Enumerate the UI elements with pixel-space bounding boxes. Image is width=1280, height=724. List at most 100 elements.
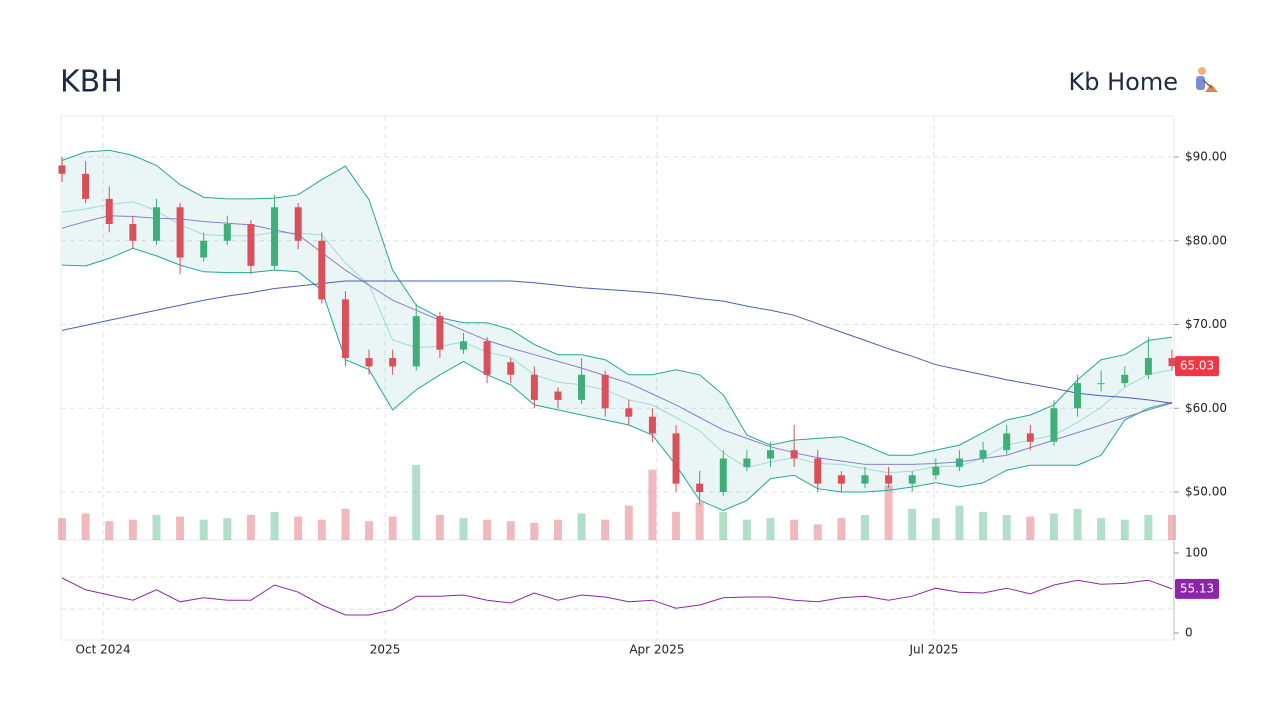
volume-bar bbox=[152, 515, 161, 540]
volume-bar bbox=[695, 502, 704, 540]
x-tick-label: Jul 2025 bbox=[909, 643, 959, 657]
candle-body bbox=[58, 165, 66, 174]
candle-body bbox=[790, 450, 798, 459]
candle-body bbox=[767, 450, 775, 459]
rsi-tag-label: 55.13 bbox=[1180, 581, 1214, 595]
candle-body bbox=[601, 374, 609, 409]
candle-body bbox=[1026, 433, 1034, 442]
candle-body bbox=[271, 207, 279, 266]
candle-body bbox=[885, 475, 893, 484]
worker-icon bbox=[1196, 67, 1218, 92]
rsi-tag bbox=[1175, 578, 1219, 599]
candle-body bbox=[223, 224, 231, 241]
volume-bar bbox=[979, 511, 988, 540]
volume-bar bbox=[270, 511, 279, 540]
volume-bar bbox=[766, 518, 775, 540]
volume-bar bbox=[223, 518, 232, 540]
volume-bar bbox=[294, 516, 303, 540]
candle-body bbox=[908, 475, 916, 484]
volume-bar bbox=[648, 469, 657, 540]
candle-body bbox=[200, 240, 208, 258]
candle-body bbox=[1097, 383, 1105, 385]
volume-bar bbox=[483, 519, 492, 540]
candle-body bbox=[530, 374, 538, 400]
candle-body bbox=[672, 433, 680, 484]
candle-body bbox=[105, 198, 113, 225]
volume-bar bbox=[1144, 515, 1153, 540]
candle-body bbox=[1144, 358, 1152, 375]
candle-body bbox=[814, 458, 822, 484]
candle-body bbox=[1050, 408, 1058, 442]
volume-bar bbox=[813, 524, 822, 540]
volume-bar bbox=[860, 515, 869, 540]
volume-bar bbox=[317, 519, 326, 540]
volume-bar bbox=[128, 519, 137, 540]
price-tag bbox=[1175, 356, 1219, 377]
bollinger-lower bbox=[61, 247, 1173, 511]
candle-body bbox=[837, 475, 845, 484]
candle-body bbox=[861, 475, 869, 484]
ticker-title: KBH bbox=[60, 65, 123, 100]
candle-body bbox=[436, 316, 444, 350]
plot-frame bbox=[60, 115, 1175, 641]
volume-bar bbox=[1168, 515, 1176, 540]
volume-bar bbox=[199, 519, 208, 540]
candle-body bbox=[294, 207, 302, 241]
volume-bar bbox=[955, 505, 964, 540]
candle-body bbox=[176, 207, 184, 258]
volume-bar bbox=[435, 515, 444, 540]
candle-body bbox=[979, 450, 987, 459]
x-tick-label: 2025 bbox=[370, 643, 401, 657]
candle-body bbox=[365, 358, 373, 367]
candle-body bbox=[1074, 383, 1082, 409]
volume-bar bbox=[1073, 508, 1082, 540]
candle-body bbox=[1003, 433, 1011, 451]
candle-body bbox=[719, 458, 727, 493]
bollinger-upper bbox=[61, 149, 1173, 456]
moving-average bbox=[61, 280, 1173, 404]
candle-body bbox=[129, 224, 137, 241]
volume-bar bbox=[553, 519, 562, 540]
candle-body bbox=[1168, 358, 1176, 367]
y-tick-label: $50.00 bbox=[1185, 485, 1227, 499]
volume-bar bbox=[1097, 518, 1106, 540]
rsi-tick-label: 0 bbox=[1185, 626, 1193, 640]
x-tick-label: Oct 2024 bbox=[76, 643, 131, 657]
candle-body bbox=[1121, 374, 1129, 384]
volume-bar bbox=[81, 513, 90, 540]
candle-body bbox=[932, 466, 940, 476]
volume-bar bbox=[1026, 516, 1035, 540]
candle-body bbox=[696, 483, 704, 493]
volume-bar bbox=[742, 519, 751, 540]
candle-body bbox=[743, 458, 751, 467]
candle-body bbox=[578, 374, 586, 400]
volume-bar bbox=[931, 518, 940, 540]
candle-body bbox=[554, 391, 562, 400]
candle-body bbox=[341, 299, 349, 359]
volume-bar bbox=[577, 513, 586, 540]
x-tick-label: Apr 2025 bbox=[629, 643, 684, 657]
volume-bar bbox=[176, 516, 185, 540]
y-tick-label: $90.00 bbox=[1185, 150, 1227, 164]
candle-body bbox=[389, 358, 397, 367]
volume-bar bbox=[105, 521, 114, 540]
volume-bar bbox=[790, 519, 799, 540]
candle-body bbox=[82, 173, 90, 199]
candle-body bbox=[412, 316, 420, 367]
volume-bar bbox=[412, 465, 421, 540]
price-tag-label: 65.03 bbox=[1180, 359, 1214, 373]
volume-bar bbox=[1049, 513, 1058, 540]
candle-body bbox=[247, 224, 255, 266]
volume-bar bbox=[601, 519, 610, 540]
candle-body bbox=[625, 408, 633, 417]
volume-bar bbox=[837, 518, 846, 540]
volume-bar bbox=[58, 518, 66, 540]
candle-body bbox=[955, 458, 963, 467]
moving-average bbox=[61, 215, 1173, 465]
volume-bar bbox=[1002, 515, 1011, 540]
volume-bar bbox=[459, 518, 468, 540]
rsi-tick-label: 100 bbox=[1185, 546, 1208, 560]
candle-body bbox=[152, 207, 160, 241]
candle-body bbox=[459, 341, 467, 350]
